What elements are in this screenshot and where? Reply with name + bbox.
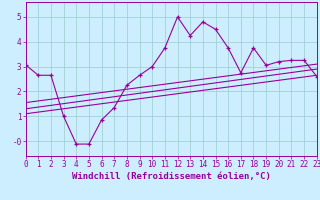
X-axis label: Windchill (Refroidissement éolien,°C): Windchill (Refroidissement éolien,°C): [72, 172, 271, 181]
